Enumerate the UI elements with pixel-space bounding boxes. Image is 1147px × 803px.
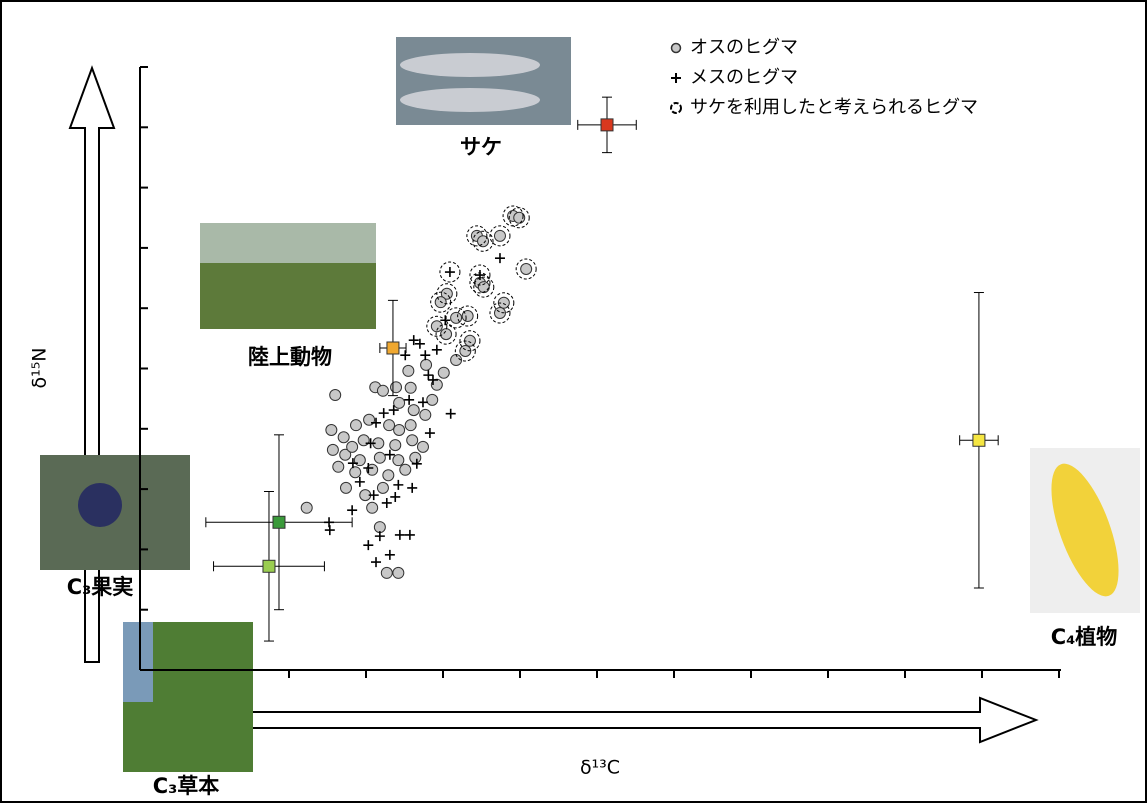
male-bear-point xyxy=(410,452,421,463)
legend-label: メスのヒグマ xyxy=(690,67,798,88)
male-bear-point xyxy=(393,567,404,578)
source-point xyxy=(387,342,399,354)
source-point xyxy=(973,434,985,446)
male-bear-point xyxy=(374,452,385,463)
male-bear-point xyxy=(441,329,452,340)
y-axis-label: δ¹⁵N xyxy=(29,347,51,388)
male-bear-point xyxy=(301,502,312,513)
deer-photo xyxy=(200,223,376,263)
male-bear-point xyxy=(407,435,418,446)
male-bear-point xyxy=(326,425,337,436)
male-bear-point xyxy=(421,359,432,370)
male-bear-point xyxy=(393,455,404,466)
male-bear-point xyxy=(391,382,402,393)
male-bear-point xyxy=(417,441,428,452)
male-bear-point xyxy=(521,264,532,275)
source-label: C₃草本 xyxy=(153,774,220,798)
male-bear-point xyxy=(394,425,405,436)
male-bear-point xyxy=(354,455,365,466)
male-bear-point xyxy=(338,432,349,443)
legend-label: オスのヒグマ xyxy=(690,37,798,58)
male-bear-point xyxy=(383,470,394,481)
male-bear-point xyxy=(340,482,351,493)
male-bear-point xyxy=(400,464,411,475)
male-bear-point xyxy=(374,522,385,533)
berry-photo xyxy=(78,483,122,527)
herb-photo xyxy=(123,622,153,702)
male-bear-point xyxy=(364,414,375,425)
male-bear-point xyxy=(350,467,361,478)
salmon-photo xyxy=(400,88,540,112)
male-bear-point xyxy=(438,367,449,378)
male-bear-point xyxy=(405,382,416,393)
male-bear-point xyxy=(350,420,361,431)
male-bear-point xyxy=(390,440,401,451)
source-label: 陸上動物 xyxy=(248,345,332,369)
male-bear-point xyxy=(333,461,344,472)
male-bear-point xyxy=(377,482,388,493)
male-bear-point xyxy=(327,444,338,455)
male-bear-point xyxy=(377,385,388,396)
male-bear-point xyxy=(330,390,341,401)
source-point xyxy=(273,516,285,528)
salmon-photo xyxy=(400,53,540,77)
source-label: サケ xyxy=(460,135,502,159)
legend-label: サケを利用したと考えられるヒグマ xyxy=(690,97,978,118)
male-bear-point xyxy=(384,420,395,431)
male-bear-point xyxy=(367,502,378,513)
male-bear-point xyxy=(451,355,462,366)
male-bear-point xyxy=(420,409,431,420)
source-point xyxy=(601,119,613,131)
male-bear-point xyxy=(427,394,438,405)
male-bear-point xyxy=(451,312,462,323)
male-bear-point xyxy=(494,230,505,241)
male-bear-point xyxy=(478,282,489,293)
chart: δ¹⁵N δ¹³C サケ陸上動物 C₃果実 C₃草本 C₄植物 オスのヒグマメスのヒグマ… xyxy=(0,0,1147,803)
page: {"chart_data": {"type": "scatter", "xlab… xyxy=(0,0,1147,803)
source-label: C₄植物 xyxy=(1051,625,1118,649)
male-bear-point xyxy=(403,365,414,376)
salmon-photo xyxy=(396,37,571,125)
male-bear-point xyxy=(347,441,358,452)
legend-marker xyxy=(672,44,681,53)
source-label: C₃果実 xyxy=(67,575,134,599)
x-axis-label: δ¹³C xyxy=(580,757,620,779)
source-point xyxy=(263,560,275,572)
male-bear-point xyxy=(381,567,392,578)
male-bear-point xyxy=(358,435,369,446)
male-bear-point xyxy=(408,405,419,416)
male-bear-point xyxy=(405,420,416,431)
male-bear-point xyxy=(394,397,405,408)
